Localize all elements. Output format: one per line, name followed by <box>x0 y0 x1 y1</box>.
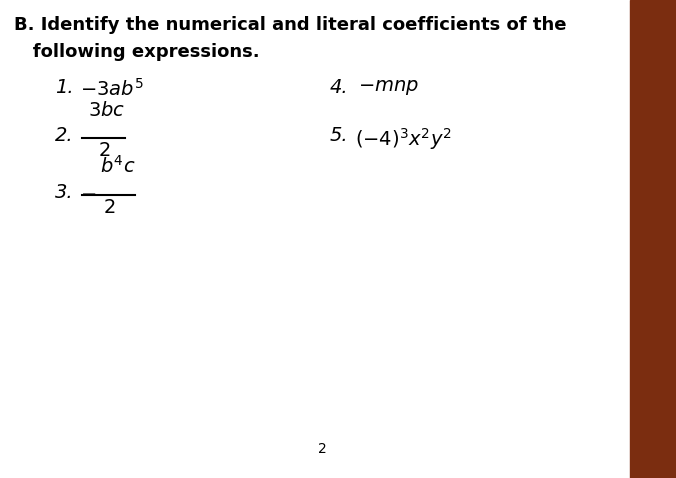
Text: $2$: $2$ <box>103 198 116 217</box>
Text: $-$: $-$ <box>80 183 96 202</box>
Text: B. Identify the numerical and literal coefficients of the: B. Identify the numerical and literal co… <box>14 16 566 34</box>
Text: $(-4)^3x^2y^2$: $(-4)^3x^2y^2$ <box>355 126 452 152</box>
Text: following expressions.: following expressions. <box>14 43 260 61</box>
Text: $-3ab^5$: $-3ab^5$ <box>80 78 144 100</box>
Text: 5.: 5. <box>330 126 349 145</box>
Text: $2$: $2$ <box>98 141 110 160</box>
Text: 2: 2 <box>318 442 327 456</box>
Text: 4.: 4. <box>330 78 349 97</box>
Text: 3.: 3. <box>55 183 74 202</box>
Text: 1.: 1. <box>55 78 74 97</box>
Text: 2.: 2. <box>55 126 74 145</box>
Text: $3bc$: $3bc$ <box>88 101 125 120</box>
FancyBboxPatch shape <box>0 0 637 478</box>
Text: $b^4c$: $b^4c$ <box>100 155 135 177</box>
Bar <box>630 0 676 478</box>
Text: $-mnp$: $-mnp$ <box>358 78 419 97</box>
